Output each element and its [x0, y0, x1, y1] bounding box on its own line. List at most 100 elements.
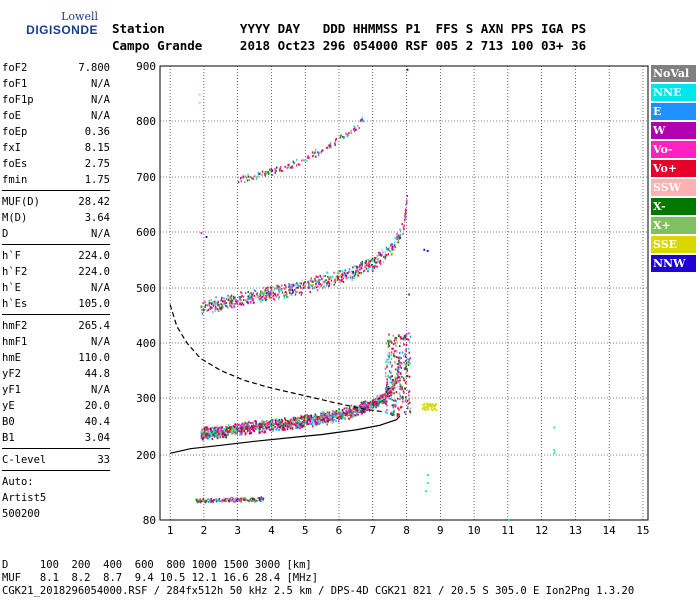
trace-point	[405, 363, 407, 366]
trace-point	[315, 414, 318, 417]
trace-point	[227, 423, 230, 426]
trace-point	[208, 299, 210, 302]
trace-point	[316, 276, 319, 279]
trace-point	[291, 166, 293, 169]
trace-point	[203, 428, 205, 431]
trace-point	[292, 423, 295, 426]
trace-point	[326, 284, 328, 287]
trace-point	[214, 433, 216, 436]
trace-point	[200, 434, 203, 437]
trace-point	[330, 418, 333, 421]
trace-point	[336, 415, 338, 418]
trace-point	[261, 419, 264, 422]
trace-point	[408, 375, 411, 378]
trace-point	[291, 285, 294, 288]
trace-point	[265, 295, 268, 298]
trace-point	[255, 420, 257, 423]
trace-point	[347, 409, 350, 412]
trace-point	[230, 305, 232, 308]
trace-point	[404, 396, 407, 399]
trace-point	[348, 132, 350, 135]
trace-point	[404, 336, 407, 339]
trace-point	[393, 380, 395, 383]
trace-point	[405, 413, 407, 416]
trace-point	[297, 424, 299, 427]
trace-point	[354, 265, 356, 268]
param-label: h`F2	[2, 266, 28, 278]
trace-point	[370, 405, 372, 408]
trace-point	[425, 405, 428, 408]
trace-point	[394, 246, 396, 249]
trace-point	[426, 404, 429, 407]
trace-point	[240, 303, 243, 306]
trace-point	[259, 425, 262, 428]
trace-point	[204, 301, 206, 304]
x-tick-label: 6	[336, 524, 343, 537]
param-label: yF1	[2, 384, 21, 396]
trace-point	[275, 169, 277, 172]
trace-point	[405, 381, 407, 384]
trace-point	[382, 393, 385, 396]
trace-point	[372, 406, 374, 409]
trace-point	[213, 435, 216, 438]
trace-point	[311, 151, 314, 154]
trace-point	[382, 396, 384, 399]
trace-point	[392, 334, 395, 337]
trace-point	[426, 402, 428, 405]
trace-point	[263, 294, 265, 297]
trace-point	[390, 354, 393, 357]
trace-point	[215, 433, 217, 436]
trace-point	[353, 274, 356, 277]
trace-point	[322, 280, 325, 283]
trace-point	[269, 425, 272, 428]
trace-point	[326, 423, 329, 426]
trace-point	[334, 413, 336, 416]
trace-point	[282, 428, 285, 431]
trace-point	[406, 402, 409, 405]
trace-point	[388, 356, 390, 359]
trace-point	[243, 299, 245, 302]
trace-point	[243, 430, 246, 433]
trace-point	[234, 302, 236, 305]
trace-point	[230, 499, 232, 502]
trace-point	[342, 135, 344, 138]
trace-point	[251, 293, 253, 296]
trace-point	[396, 414, 399, 417]
trace-point	[399, 228, 401, 231]
trace-point	[403, 343, 405, 346]
trace-point	[376, 261, 378, 264]
trace-point	[397, 240, 400, 243]
trace-point	[384, 401, 387, 404]
param-value: N/A	[91, 228, 110, 240]
trace-point	[328, 411, 331, 414]
trace-point	[341, 273, 343, 276]
trace-point	[229, 429, 231, 432]
trace-point	[284, 285, 287, 288]
trace-point	[392, 384, 394, 387]
param-md: M(D) 3.64	[2, 210, 110, 226]
trace-point	[404, 398, 407, 401]
trace-point	[389, 339, 391, 342]
trace-point	[225, 298, 228, 301]
trace-point	[384, 410, 387, 413]
trace-point	[227, 431, 229, 434]
trace-point	[301, 417, 303, 420]
trace-point	[213, 303, 215, 306]
trace-point	[312, 154, 315, 157]
trace-point	[213, 427, 215, 430]
trace-point	[229, 296, 231, 299]
trace-point	[377, 399, 379, 402]
trace-point	[326, 414, 329, 417]
trace-point	[271, 169, 274, 172]
trace-point	[429, 402, 432, 405]
trace-point	[293, 284, 295, 287]
trace-point	[301, 279, 303, 282]
trace-point	[398, 363, 401, 366]
trace-point	[229, 431, 231, 434]
trace-point	[241, 498, 243, 501]
trace-point	[393, 399, 395, 402]
trace-point	[275, 422, 278, 425]
trace-point	[341, 280, 343, 283]
trace-point	[364, 403, 366, 406]
trace-point	[395, 349, 397, 352]
